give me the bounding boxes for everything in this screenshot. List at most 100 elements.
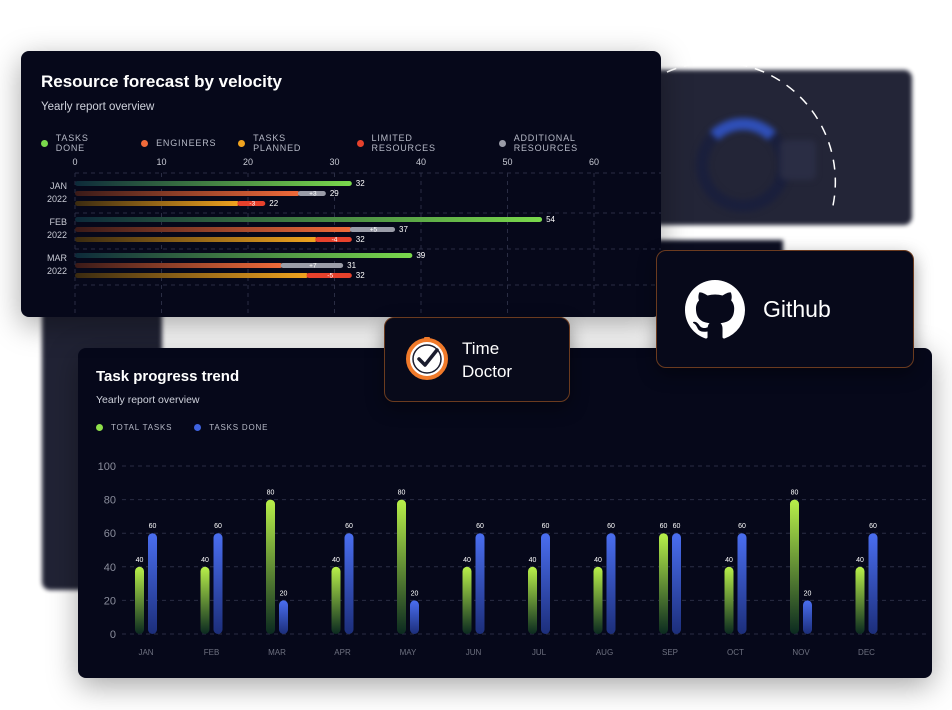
- data-label: 20: [804, 590, 812, 597]
- x-tick-label: 50: [502, 157, 512, 167]
- data-label: 32: [356, 271, 365, 280]
- x-tick-label: SEP: [662, 648, 678, 657]
- bar-total-tasks: [659, 533, 668, 634]
- bar-tasks-done: [213, 533, 223, 634]
- blurred-panel-icon: [780, 140, 816, 180]
- data-label: 60: [476, 523, 484, 530]
- data-label: 40: [332, 557, 340, 564]
- legend-dot: [356, 139, 364, 147]
- data-label: 80: [398, 490, 406, 497]
- x-tick-label: MAR: [268, 648, 286, 657]
- bar-tasks-done: [75, 217, 543, 222]
- bar-engineers: [75, 227, 352, 232]
- legend-label: ENGINEERS: [156, 138, 217, 148]
- bar-additional-resources: [280, 263, 344, 268]
- legend-tasks-done: TASKS DONE: [41, 133, 119, 153]
- x-tick-label: OCT: [727, 648, 744, 657]
- trend-title: Task progress trend: [96, 368, 240, 385]
- legend-label: LIMITED RESOURCES: [371, 133, 436, 153]
- bar-tasks-done: [410, 600, 419, 634]
- delta-label: -5: [327, 273, 333, 280]
- legend-label: TOTAL TASKS: [111, 423, 173, 432]
- trend-legend: TOTAL TASKS TASKS DONE: [96, 423, 290, 432]
- legend-dot: [141, 139, 149, 147]
- data-label: 60: [542, 523, 550, 530]
- data-label: 60: [738, 523, 746, 530]
- bar-total-tasks: [200, 566, 210, 634]
- legend-dot: [194, 424, 202, 431]
- x-tick-label: 60: [589, 157, 599, 167]
- data-label: 54: [546, 215, 555, 224]
- data-label: 60: [345, 523, 353, 530]
- data-label: 40: [463, 557, 471, 564]
- data-label: 40: [856, 557, 864, 564]
- legend-dot: [238, 139, 246, 147]
- data-label: 20: [280, 590, 288, 597]
- delta-label: -3: [249, 201, 255, 208]
- bar-limited-resources: [237, 201, 266, 206]
- task-progress-chart: 0 20 40 60 80 100 40 60 JAN 40 60 FEB 80 20 MAR 40 60 APR…: [98, 461, 928, 657]
- data-label: 22: [269, 199, 278, 208]
- x-tick-label: 40: [416, 157, 426, 167]
- bar-total-tasks: [528, 566, 537, 634]
- bar-tasks-done: [541, 533, 550, 634]
- bar-total-tasks: [462, 566, 472, 634]
- y-category-label: 2022: [47, 230, 67, 240]
- bar-tasks-done: [279, 600, 288, 634]
- data-label: 29: [330, 189, 339, 198]
- legend-label: ADDITIONAL RESOURCES: [513, 133, 578, 153]
- bar-total-tasks: [855, 566, 865, 634]
- y-category-label: 2022: [47, 194, 67, 204]
- bar-limited-resources: [306, 273, 352, 278]
- bar-total-tasks: [724, 566, 734, 634]
- data-label: 80: [267, 490, 275, 497]
- delta-label: +3: [309, 191, 317, 198]
- bar-total-tasks: [397, 499, 406, 634]
- data-label: 32: [356, 179, 365, 188]
- data-label: 60: [660, 523, 668, 530]
- bar-total-tasks: [266, 499, 275, 634]
- trend-subtitle: Yearly report overview: [96, 394, 200, 406]
- bar-tasks-done: [344, 533, 354, 634]
- bar-engineers: [75, 263, 283, 268]
- data-label: 40: [725, 557, 733, 564]
- y-tick-label: 40: [104, 562, 116, 574]
- x-tick-label: 0: [72, 157, 77, 167]
- bar-total-tasks: [790, 499, 799, 634]
- data-label: 32: [356, 235, 365, 244]
- x-tick-label: NOV: [792, 648, 810, 657]
- bar-tasks-done: [75, 253, 413, 258]
- github-card[interactable]: Github: [656, 250, 914, 368]
- time-doctor-label-line2: Doctor: [462, 362, 513, 381]
- y-category-label: FEB: [49, 217, 67, 227]
- bar-tasks-done: [803, 600, 812, 634]
- data-label: 39: [416, 251, 425, 260]
- bar-tasks-done: [75, 181, 352, 186]
- y-tick-label: 100: [98, 461, 116, 473]
- bar-tasks-planned: [75, 201, 240, 206]
- y-tick-label: 20: [104, 595, 116, 607]
- data-label: 60: [607, 523, 615, 530]
- bar-tasks-done: [606, 533, 616, 634]
- x-tick-label: 30: [329, 157, 339, 167]
- legend-tasks-planned: TASKS PLANNED: [238, 133, 334, 153]
- legend-dot: [96, 424, 103, 431]
- time-doctor-logo-icon: [406, 337, 448, 380]
- time-doctor-label-line1: Time: [462, 339, 500, 358]
- bar-tasks-planned: [75, 273, 309, 278]
- bar-tasks-planned: [75, 237, 318, 242]
- forecast-title: Resource forecast by velocity: [41, 72, 282, 91]
- bar-tasks-done: [737, 533, 747, 634]
- legend-label: TASKS PLANNED: [253, 133, 302, 153]
- y-category-label: 2022: [47, 266, 67, 276]
- legend-tasks-done: TASKS DONE: [194, 423, 268, 432]
- data-label: 40: [529, 557, 537, 564]
- resource-forecast-chart: 0 10 20 30 40 50 60 JAN 2022 32 +3 29 -3 22 FEB 2022 54 +…: [47, 157, 661, 317]
- x-tick-label: FEB: [204, 648, 220, 657]
- data-label: 60: [214, 523, 222, 530]
- forecast-subtitle: Yearly report overview: [41, 101, 155, 113]
- bar-limited-resources: [315, 237, 352, 242]
- bar-tasks-done: [868, 533, 878, 634]
- y-category-label: MAR: [47, 253, 68, 263]
- time-doctor-card[interactable]: Time Doctor: [384, 317, 570, 402]
